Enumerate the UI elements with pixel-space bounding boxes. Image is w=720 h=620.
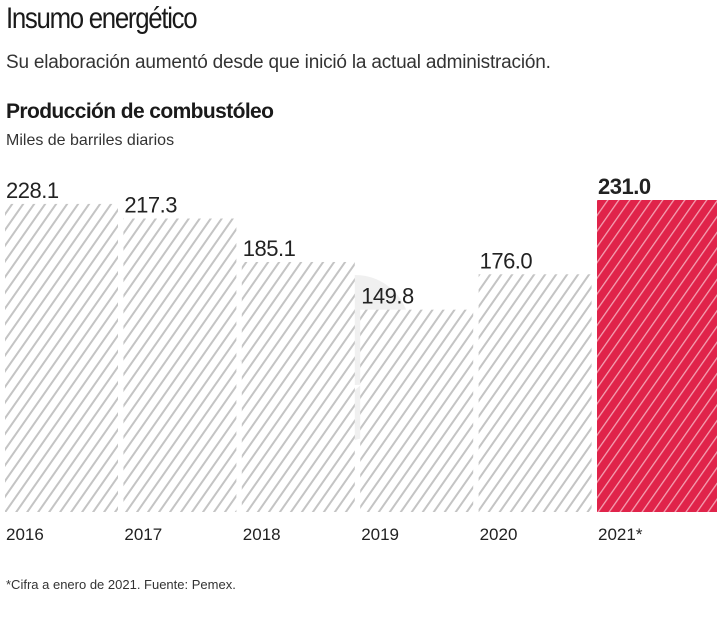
chart-unit-label: Miles de barriles diarios: [6, 132, 175, 149]
bar-2020: [478, 274, 592, 512]
x-tick-label: 2021*: [598, 525, 643, 544]
header-title: Insumo energético: [6, 2, 198, 35]
bar-2019: [360, 309, 474, 512]
footnote: *Cifra a enero de 2021. Fuente: Pemex.: [6, 577, 236, 592]
data-label: 217.3: [124, 193, 177, 218]
data-label: 228.1: [6, 178, 59, 203]
x-tick-label: 2016: [6, 525, 44, 544]
data-label: 185.1: [243, 236, 296, 261]
data-label: 231.0: [598, 174, 651, 199]
bar-2018: [241, 261, 355, 512]
bar-2016: [5, 203, 118, 513]
data-label: 176.0: [480, 248, 533, 273]
bar-chart: 228.1 2016 217.3 2017 185.1 2018 149.8 2019 176.…: [5, 174, 717, 544]
data-label: 149.8: [361, 284, 414, 309]
header-subtitle: Su elaboración aumentó desde que inició …: [6, 52, 551, 73]
x-tick-label: 2020: [480, 525, 518, 544]
x-tick-label: 2019: [361, 525, 399, 544]
bar-2017: [123, 218, 237, 512]
x-tick-label: 2017: [124, 525, 162, 544]
bar-2021: [597, 200, 717, 512]
chart-title: Producción de combustóleo: [6, 100, 274, 123]
x-tick-label: 2018: [243, 525, 281, 544]
